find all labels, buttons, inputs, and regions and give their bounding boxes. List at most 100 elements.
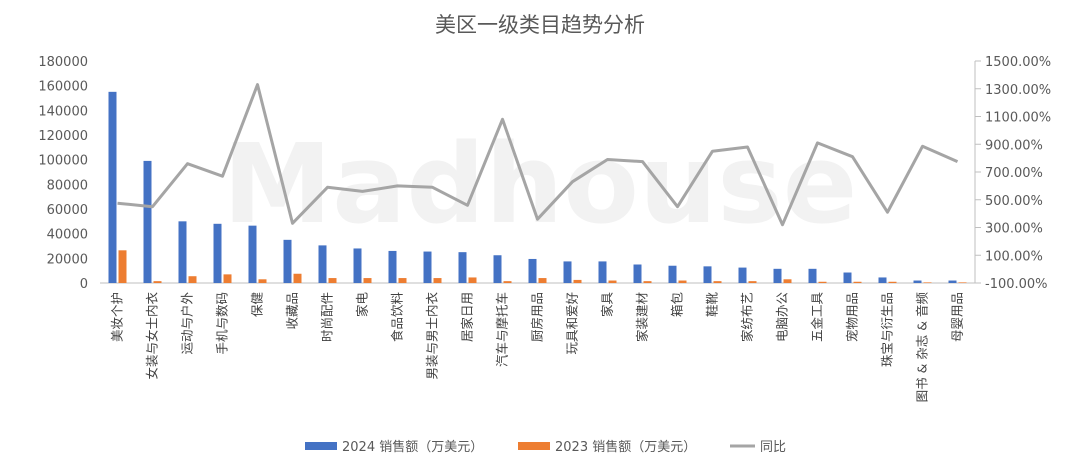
bar-2023 xyxy=(363,278,372,283)
bar-2024 xyxy=(458,252,467,283)
y-left-tick-label: 60000 xyxy=(47,203,88,218)
bar-2024 xyxy=(703,266,712,283)
bar-2024 xyxy=(598,261,607,283)
y-right-tick-label: 900.00% xyxy=(985,138,1043,153)
bar-2023 xyxy=(468,277,477,283)
x-category-label: 家装建材 xyxy=(635,292,650,342)
legend-label-yoy: 同比 xyxy=(760,440,786,455)
bar-2024 xyxy=(563,261,572,283)
bar-2023 xyxy=(608,280,617,283)
bar-2023 xyxy=(573,279,582,283)
bar-2024 xyxy=(668,265,677,283)
x-category-label: 箱包 xyxy=(670,292,685,317)
bar-2024 xyxy=(213,223,222,283)
x-category-label: 珠宝与衍生品 xyxy=(880,292,895,367)
x-category-label: 五金工具 xyxy=(810,292,825,343)
x-category-label: 厨房用品 xyxy=(530,292,545,342)
bar-2023 xyxy=(678,280,687,283)
bar-2023 xyxy=(223,274,232,283)
x-category-label: 汽车与摩托车 xyxy=(495,292,510,367)
bar-2024 xyxy=(493,255,502,283)
bar-2024 xyxy=(143,160,152,283)
x-category-label: 玩具和爱好 xyxy=(565,292,580,355)
x-category-label: 居家日用 xyxy=(460,292,475,342)
y-left-tick-label: 80000 xyxy=(47,178,88,193)
bar-2023 xyxy=(748,281,757,283)
legend: 2024 销售额（万美元） 2023 销售额（万美元） 同比 xyxy=(305,439,786,455)
bar-2023 xyxy=(643,281,652,283)
y-left-tick-label: 140000 xyxy=(38,104,88,119)
x-category-label: 家纺布艺 xyxy=(740,292,755,342)
legend-swatch-2023 xyxy=(518,442,550,450)
x-category-label: 图书 & 杂志 & 音频 xyxy=(915,292,930,403)
bar-2023 xyxy=(153,281,162,283)
bar-2023 xyxy=(713,281,722,283)
bar-2024 xyxy=(773,268,782,283)
bar-2023 xyxy=(958,282,967,283)
bar-2023 xyxy=(188,276,197,283)
bar-2023 xyxy=(258,279,267,283)
y-left-tick-label: 160000 xyxy=(38,80,88,95)
bar-2024 xyxy=(843,272,852,283)
plot-area: 0 20000 40000 60000 80000 100000 120000 140000 1… xyxy=(38,55,1051,402)
bar-2024 xyxy=(808,268,817,283)
y-right-tick-label: 700.00% xyxy=(985,166,1043,181)
bar-2024 xyxy=(248,225,257,283)
x-category-label: 男装与男士内衣 xyxy=(425,292,440,380)
y-right-tick-label: 1500.00% xyxy=(985,55,1051,70)
bar-2024 xyxy=(318,245,327,283)
y-right-tick-label: 1100.00% xyxy=(985,111,1051,126)
bar-2024 xyxy=(878,277,887,283)
bar-2023 xyxy=(783,279,792,283)
bar-2023 xyxy=(538,278,547,283)
bar-2024 xyxy=(353,248,362,283)
y-left-tick-label: 100000 xyxy=(38,154,88,169)
y-left-tick-label: 0 xyxy=(80,277,88,292)
y-left-tick-label: 120000 xyxy=(38,129,88,144)
bar-2023 xyxy=(503,281,512,283)
bar-2024 xyxy=(423,251,432,283)
x-category-label: 收藏品 xyxy=(285,292,300,330)
x-category-label: 运动与户外 xyxy=(180,292,195,355)
legend-label-2023: 2023 销售额（万美元） xyxy=(555,439,696,455)
y-left-tick-label: 180000 xyxy=(38,55,88,70)
y-right-tick-label: 300.00% xyxy=(985,222,1043,237)
bar-2024 xyxy=(948,280,957,283)
bar-2023 xyxy=(328,278,337,283)
bar-2023 xyxy=(888,281,897,283)
x-category-label: 鞋靴 xyxy=(705,292,720,318)
x-category-label: 宠物用品 xyxy=(845,292,860,342)
y-left-tick-label: 20000 xyxy=(47,252,88,267)
x-category-label: 保健 xyxy=(250,292,265,318)
y-left-tick-label: 40000 xyxy=(47,228,88,243)
x-category-label: 电脑办公 xyxy=(775,292,790,343)
y-right-tick-label: 100.00% xyxy=(985,249,1043,264)
bar-2023 xyxy=(293,273,302,283)
watermark: Madhouse xyxy=(223,120,858,248)
bar-2023 xyxy=(853,281,862,283)
y-right-tick-label: -100.00% xyxy=(985,277,1048,292)
bar-2024 xyxy=(633,264,642,283)
x-category-label: 母婴用品 xyxy=(950,292,965,342)
bar-2024 xyxy=(283,239,292,283)
bar-2024 xyxy=(388,250,397,283)
x-category-label: 时尚配件 xyxy=(320,292,335,342)
x-category-label: 食品饮料 xyxy=(390,292,405,343)
x-category-label: 手机与数码 xyxy=(215,292,230,355)
bar-2023 xyxy=(118,250,127,283)
x-category-label: 女装与女士内衣 xyxy=(145,292,160,380)
x-category-label: 美妆个护 xyxy=(110,292,125,342)
bar-2024 xyxy=(178,221,187,283)
y-right-tick-label: 1300.00% xyxy=(985,83,1051,98)
bar-2024 xyxy=(528,258,537,283)
bar-2024 xyxy=(738,267,747,283)
chart-title: 美区一级类目趋势分析 xyxy=(435,13,645,37)
bar-2024 xyxy=(913,280,922,283)
bar-2023 xyxy=(398,278,407,283)
bar-2024 xyxy=(108,91,117,283)
bar-2023 xyxy=(923,282,932,283)
x-category-label: 家电 xyxy=(355,292,370,318)
y-right-tick-label: 500.00% xyxy=(985,194,1043,209)
legend-label-2024: 2024 销售额（万美元） xyxy=(342,439,483,455)
